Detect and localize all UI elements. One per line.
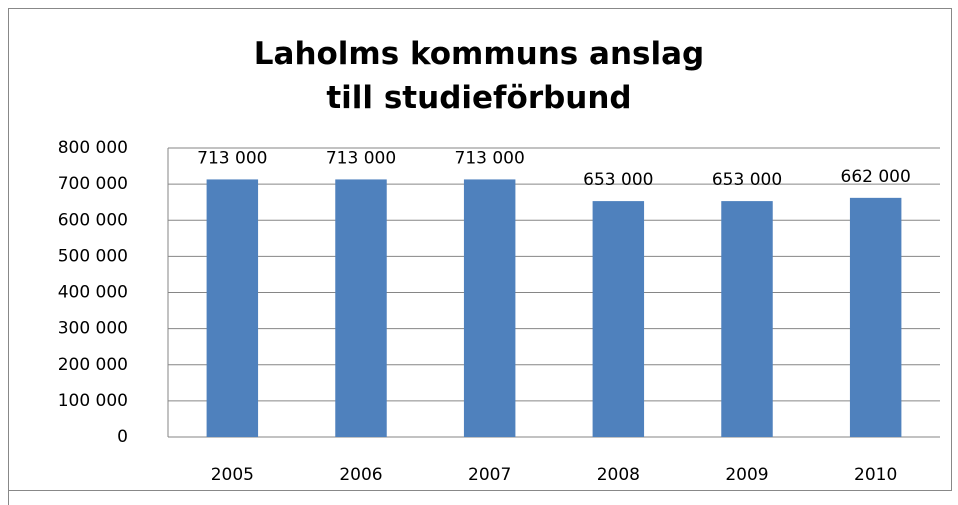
y-tick-label: 600 000 xyxy=(58,210,128,230)
chart-title: Laholms kommuns anslag till studieförbun… xyxy=(253,36,705,116)
value-label: 653 000 xyxy=(583,170,653,190)
value-label: 713 000 xyxy=(197,148,267,168)
bar xyxy=(206,179,259,437)
chart-border xyxy=(8,8,952,491)
x-tick-label: 2010 xyxy=(854,465,897,485)
bar xyxy=(592,201,645,437)
value-label: 713 000 xyxy=(455,148,525,168)
value-label: 713 000 xyxy=(326,148,396,168)
y-tick-label: 200 000 xyxy=(58,355,128,375)
y-tick-label: 100 000 xyxy=(58,391,128,411)
x-tick-label: 2008 xyxy=(597,465,640,485)
y-tick-label: 800 000 xyxy=(58,138,128,158)
bar xyxy=(335,179,387,437)
y-tick-label: 500 000 xyxy=(58,246,128,266)
y-tick-label: 700 000 xyxy=(58,174,128,194)
y-tick-label: 0 xyxy=(117,427,128,447)
value-label: 653 000 xyxy=(712,170,782,190)
bar xyxy=(721,201,773,437)
x-tick-label: 2006 xyxy=(339,465,382,485)
value-label: 662 000 xyxy=(841,167,911,187)
y-tick-label: 400 000 xyxy=(58,283,128,303)
y-tick-label: 300 000 xyxy=(58,319,128,339)
x-tick-label: 2007 xyxy=(468,465,511,485)
bar xyxy=(463,179,516,437)
x-tick-label: 2009 xyxy=(725,465,768,485)
x-tick-label: 2005 xyxy=(211,465,254,485)
bar xyxy=(849,197,902,437)
